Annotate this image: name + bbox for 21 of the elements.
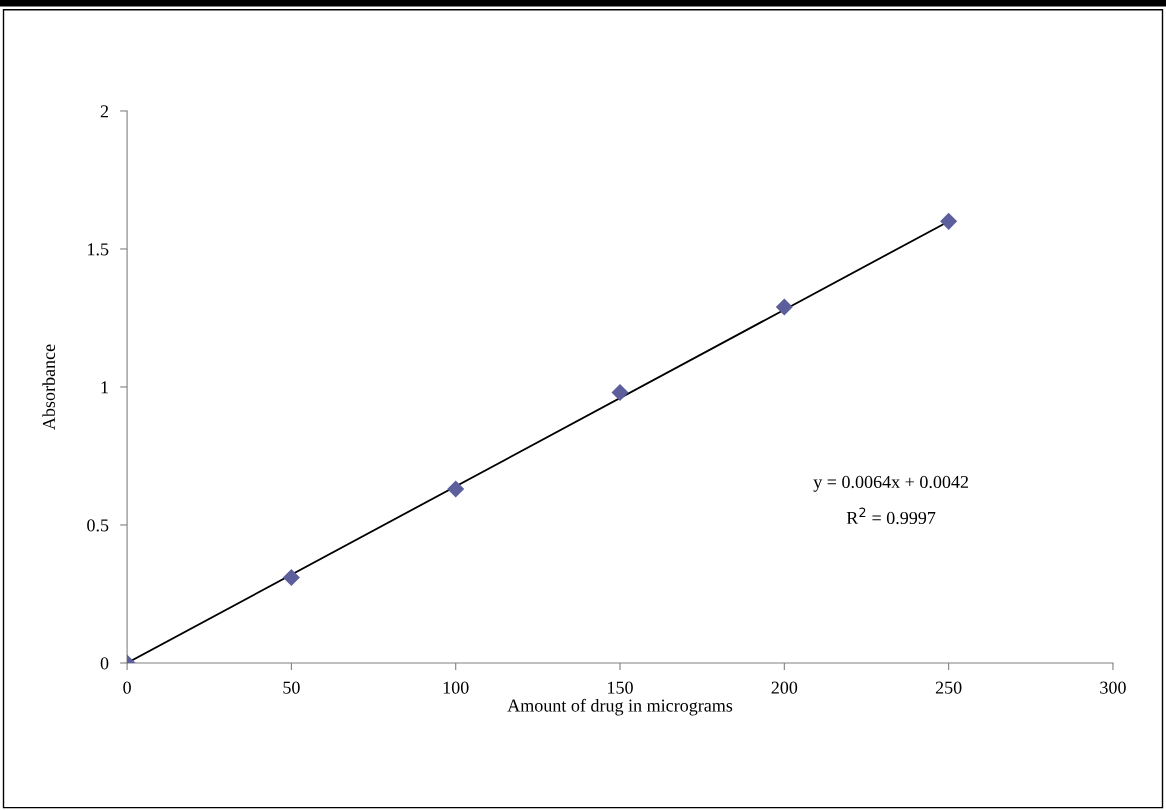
annotation: y = 0.0064x + 0.0042 <box>813 475 969 492</box>
x-tick-label: 0 <box>123 681 131 694</box>
point <box>447 480 465 498</box>
y-tick-label: 1.5 <box>88 243 109 256</box>
x-tick-label: 100 <box>443 681 469 694</box>
point <box>775 298 793 316</box>
y-tick-label: 0.5 <box>87 519 109 532</box>
x-tick-label: 300 <box>1100 681 1126 694</box>
point <box>282 568 300 586</box>
y-tick-label: 1 <box>101 381 108 394</box>
x-tick-label: 250 <box>935 681 962 694</box>
annotation: R$^{2}$ = 0.9997 <box>846 507 936 525</box>
point <box>940 212 958 230</box>
point <box>611 383 629 401</box>
x-tick-label: 50 <box>283 681 300 694</box>
x-axis-title: Amount of drug in micrograms <box>507 698 733 716</box>
x-tick-label: 150 <box>608 681 633 694</box>
x-tick-label: 200 <box>771 681 798 694</box>
y-axis-title: Absorbance <box>42 344 56 430</box>
y-tick-label: 0 <box>100 657 109 670</box>
y-tick-label: 2 <box>100 105 109 118</box>
